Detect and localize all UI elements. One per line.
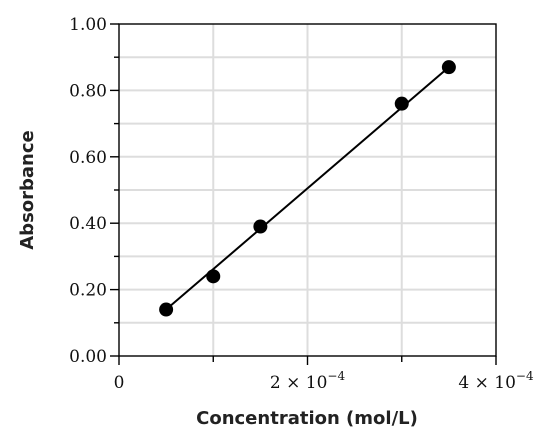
y-axis-title: Absorbance xyxy=(17,130,38,250)
x-axis-title: Concentration (mol/L) xyxy=(196,408,418,429)
y-tick-label: 0.20 xyxy=(69,281,107,301)
grid xyxy=(119,24,496,356)
y-tick-label: 0.60 xyxy=(69,148,107,168)
y-tick-label: 1.00 xyxy=(69,15,107,35)
axis-ticks xyxy=(110,23,497,365)
x-tick-label: 4 × 10−4 xyxy=(458,369,534,393)
data-point xyxy=(159,302,174,317)
y-tick-label: 0.00 xyxy=(69,347,107,367)
x-tick-label: 0 xyxy=(114,373,125,393)
data-point xyxy=(441,60,456,75)
data-points xyxy=(159,60,456,317)
data-point xyxy=(394,96,409,111)
tick-labels: 0.00 0.20 0.40 0.60 0.80 1.00 0 2 × 10−4 4 × 10−… xyxy=(69,15,534,393)
data-point xyxy=(206,269,221,284)
y-tick-label: 0.80 xyxy=(69,81,107,101)
x-tick-label: 2 × 10−4 xyxy=(270,369,346,393)
data-point xyxy=(253,219,268,234)
y-tick-label: 0.40 xyxy=(69,214,107,234)
